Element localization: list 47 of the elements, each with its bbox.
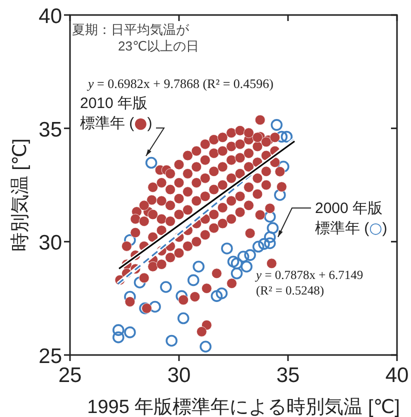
point xyxy=(264,237,276,250)
annotation: y = 0.7878x + 6.7149 (R² = 0.5248) xyxy=(254,268,364,298)
point xyxy=(112,324,124,336)
point xyxy=(192,260,205,272)
point xyxy=(280,130,293,143)
y-tick-label: 30 xyxy=(38,232,62,255)
point xyxy=(270,119,283,131)
point xyxy=(240,260,252,272)
point xyxy=(149,300,161,313)
point xyxy=(187,274,200,286)
y-axis-title: 時別気温 [℃] xyxy=(10,138,31,252)
x-tick-label: 30 xyxy=(167,364,191,387)
point xyxy=(124,234,136,246)
point xyxy=(124,326,136,338)
point xyxy=(134,276,146,288)
point xyxy=(276,130,288,143)
point xyxy=(258,238,270,250)
point xyxy=(112,331,124,344)
x-tick-label: 35 xyxy=(276,364,300,387)
point xyxy=(177,312,190,324)
annotation: 夏期：日平均気温が 23℃以上の日 xyxy=(72,22,200,54)
point xyxy=(227,256,240,268)
point xyxy=(166,334,178,347)
annotation: y = 0.6982x + 9.7868 (R² = 0.4596) xyxy=(86,76,274,91)
point xyxy=(145,156,158,169)
y-tick-label: 35 xyxy=(38,118,62,142)
x-tick-label: 40 xyxy=(385,364,409,387)
point xyxy=(244,249,256,261)
annotation: 2010 年版標準年 (●) xyxy=(80,95,152,132)
point xyxy=(230,268,243,280)
point xyxy=(237,250,250,263)
point xyxy=(160,281,172,293)
point xyxy=(274,189,286,201)
point xyxy=(278,160,290,173)
point xyxy=(216,287,228,300)
point xyxy=(200,340,212,353)
point xyxy=(266,222,279,234)
point xyxy=(221,242,233,254)
point xyxy=(230,258,243,270)
point xyxy=(264,231,276,244)
point xyxy=(210,290,223,302)
point xyxy=(176,290,188,302)
point xyxy=(252,240,264,253)
x-axis-title: 1995 年版標準年による時別気温 [℃] xyxy=(87,397,400,417)
point xyxy=(264,210,276,223)
y-tick-label: 40 xyxy=(38,5,62,28)
annotation: 2000 年版標準年 (○) xyxy=(315,200,388,237)
